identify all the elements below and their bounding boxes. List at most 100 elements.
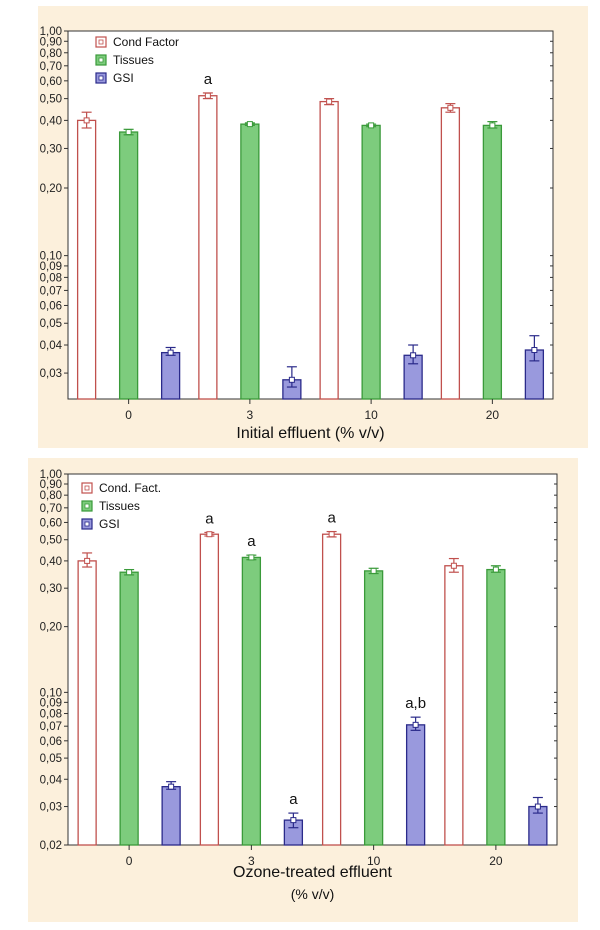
mean-marker (126, 569, 133, 576)
bar-cond-factor-0 (76, 119, 97, 400)
mean-marker (326, 98, 333, 105)
y-tick-label: 0,70 (40, 61, 62, 73)
y-tick-label: 0,10 (40, 687, 62, 699)
y-tick-label: 0,04 (40, 340, 63, 352)
y-tick-label: 0,06 (40, 736, 62, 748)
x-tick-label-3: 3 (248, 854, 255, 868)
bar-tissues-3 (240, 123, 260, 400)
x-tick-label-20: 20 (489, 854, 503, 868)
mean-marker (83, 117, 90, 124)
y-tick-label: 0,40 (40, 115, 62, 127)
y-tick-label: 1,00 (40, 26, 62, 38)
y-tick-label: 0,20 (40, 183, 62, 195)
y-tick-label: 0,03 (40, 368, 62, 380)
chart-panel-initial: 0,03 0,04 0,05 0,06 0,07 0,08 0,09 0,10 0,20 0,30… (0, 0, 600, 452)
legend-label: GSI (113, 71, 134, 85)
bar-tissues-0 (118, 131, 139, 400)
y-tick-label: 1,00 (40, 469, 62, 481)
y-tick-label: 0,20 (40, 622, 62, 634)
legend-swatch-marker (84, 521, 90, 527)
y-tick-label: 0,06 (40, 300, 62, 312)
mean-marker (370, 567, 377, 574)
bar-tissues-10 (361, 124, 381, 400)
legend-label: Cond. Fact. (99, 481, 161, 495)
y-tick-label: 0,02 (40, 840, 62, 852)
bar-cond-fact--3 (199, 533, 220, 846)
y-tick-label: 0,08 (40, 709, 62, 721)
y-tick-label: 0,90 (40, 36, 62, 48)
y-tick-label: 0,10 (40, 251, 62, 263)
mean-marker (168, 783, 175, 790)
legend-label: Tissues (113, 53, 154, 67)
y-tick-label: 0,03 (40, 802, 62, 814)
y-tick-label: 0,50 (40, 94, 62, 106)
x-axis-label-line2: (% v/v) (291, 886, 335, 902)
plot-area (67, 30, 554, 400)
bar-gsi-10 (405, 724, 426, 846)
bar-cond-factor-20 (440, 107, 461, 400)
legend-swatch-marker (98, 39, 104, 45)
mean-marker (248, 554, 255, 561)
bar-gsi-0 (160, 351, 181, 400)
y-tick-label: 0,80 (40, 48, 62, 60)
mean-marker (450, 562, 457, 569)
legend-swatch-marker (84, 485, 90, 491)
mean-marker (246, 121, 253, 128)
bar-tissues-20 (482, 124, 503, 400)
mean-marker (410, 352, 417, 359)
y-tick-label: 0,05 (40, 753, 62, 765)
bar-cond-factor-3 (198, 95, 218, 400)
x-axis-label: Ozone-treated effluent (233, 864, 392, 881)
significance-label: a,b (405, 695, 426, 712)
y-tick-label: 0,60 (40, 517, 62, 529)
mean-marker (328, 531, 335, 538)
chart-ozone-treated-effluent: 0,02 0,03 0,04 0,05 0,06 0,070,080,090,10 0,20… (28, 458, 578, 922)
significance-label: a (289, 791, 298, 808)
mean-marker (489, 122, 496, 129)
y-tick-label: 0,80 (40, 490, 62, 502)
x-tick-label-0: 0 (125, 408, 132, 422)
chart-panel-ozone: 0,02 0,03 0,04 0,05 0,06 0,07 0,08 0,09 0,10 0,20… (0, 452, 600, 925)
y-tick-label: 0,30 (40, 143, 62, 155)
mean-marker (290, 817, 297, 824)
mean-marker (447, 104, 454, 111)
legend-label: Cond Factor (113, 35, 179, 49)
legend-label: Tissues (99, 499, 140, 513)
y-tick-label: 0,07 (40, 721, 62, 733)
y-tick-label: 0,40 (40, 556, 62, 568)
significance-label: a (205, 510, 214, 527)
mean-marker (368, 122, 375, 129)
significance-label: a (247, 533, 256, 550)
x-axis-label: Initial effluent (% v/v) (236, 425, 384, 442)
y-tick-label: 0,09 (40, 261, 62, 273)
plot-area (67, 473, 558, 846)
mean-marker (531, 347, 538, 354)
bar-cond-fact--0 (77, 560, 97, 846)
bar-cond-factor-10 (319, 100, 339, 400)
significance-label: a (327, 510, 336, 527)
chart-initial-effluent: 0,03 0,04 0,05 0,06 0,070,080,090,10 0,20 0,30… (38, 6, 588, 448)
significance-label: a (204, 71, 213, 88)
mean-marker (492, 566, 499, 573)
mean-marker (167, 349, 174, 356)
mean-marker (204, 92, 211, 99)
mean-marker (84, 557, 91, 564)
mean-marker (206, 531, 213, 538)
x-tick-label-0: 0 (126, 854, 133, 868)
bar-cond-fact--10 (321, 533, 342, 846)
legend-label: GSI (99, 517, 120, 531)
y-tick-label: 0,90 (40, 479, 62, 491)
bar-tissues-0 (119, 571, 139, 846)
x-tick-label-20: 20 (486, 408, 500, 422)
y-tick-label: 0,30 (40, 583, 62, 595)
bar-cond-fact--20 (444, 565, 464, 846)
legend-swatch-marker (84, 503, 90, 509)
x-tick-label-3: 3 (247, 408, 254, 422)
bar-tissues-20 (486, 568, 506, 846)
mean-marker (125, 129, 132, 136)
bar-tissues-3 (241, 556, 262, 846)
y-tick-label: 0,05 (40, 318, 62, 330)
mean-marker (288, 376, 295, 383)
legend-swatch-marker (98, 57, 104, 63)
y-tick-label: 0,09 (40, 697, 62, 709)
